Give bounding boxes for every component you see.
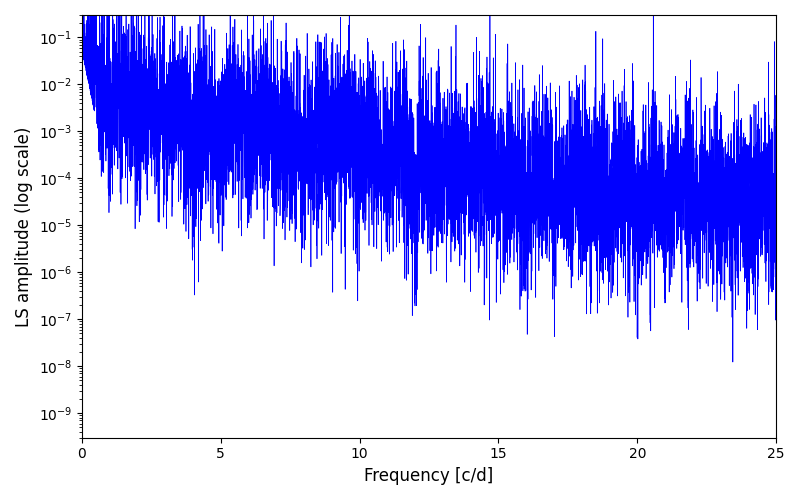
Y-axis label: LS amplitude (log scale): LS amplitude (log scale) bbox=[15, 126, 33, 326]
X-axis label: Frequency [c/d]: Frequency [c/d] bbox=[364, 467, 494, 485]
